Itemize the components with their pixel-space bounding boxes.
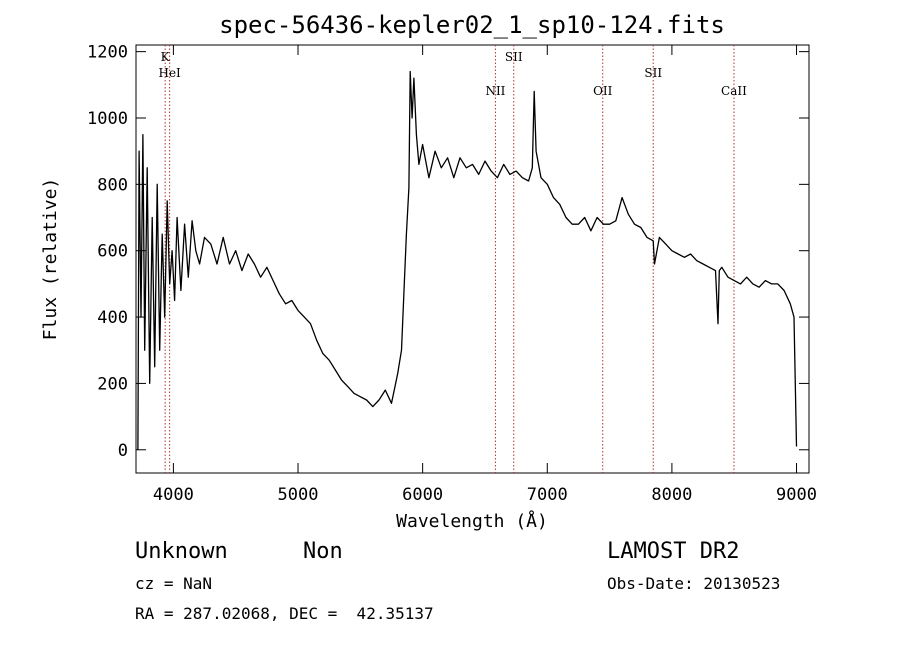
x-tick-label: 4000 (153, 485, 194, 505)
plot-frame (135, 44, 810, 474)
object-name: Unknown (135, 539, 228, 564)
x-tick-label: 9000 (776, 485, 817, 505)
spectral-line-label-nii: NII (485, 84, 505, 98)
y-tick-label: 800 (97, 175, 128, 195)
survey-name: LAMOST DR2 (607, 539, 740, 564)
spectral-line-label-k: K (161, 50, 171, 64)
y-tick-label: 0 (118, 441, 128, 461)
x-tick-label: 7000 (527, 485, 568, 505)
x-tick-label: 5000 (278, 485, 319, 505)
x-tick-label: 8000 (651, 485, 692, 505)
x-axis-ticks: 4000 5000 6000 7000 8000 9000 (153, 45, 817, 505)
observation-date: Obs-Date: 20130523 (607, 574, 781, 593)
spectral-line-labels: K HeI NII SII OII SII CaII (158, 50, 747, 98)
y-tick-label: 1200 (87, 43, 128, 63)
y-tick-label: 1000 (87, 109, 128, 129)
spectral-line-label-caii: CaII (721, 84, 747, 98)
spectral-line-label-oii: OII (593, 84, 613, 98)
coordinates: RA = 287.02068, DEC = 42.35137 (135, 604, 434, 623)
x-tick-label: 6000 (402, 485, 443, 505)
y-tick-label: 600 (97, 242, 128, 262)
spectrum-series-line (137, 70, 798, 450)
y-axis-label: Flux (relative) (40, 178, 61, 341)
y-tick-label: 200 (97, 374, 128, 394)
y-tick-label: 400 (97, 308, 128, 328)
x-axis-label: Wavelength (Å) (396, 510, 548, 532)
spectral-line-label-sii: SII (505, 50, 523, 64)
spectral-line-label-hei: HeI (158, 66, 181, 80)
spectral-line-markers (164, 45, 735, 473)
spectral-line-label-sii: SII (644, 66, 662, 80)
redshift-cz: cz = NaN (135, 574, 213, 593)
chart-title: spec-56436-kepler02_1_sp10-124.fits (219, 11, 725, 39)
object-class: Non (303, 539, 343, 564)
y-axis-ticks: 0 200 400 600 800 1000 1200 (87, 43, 809, 461)
